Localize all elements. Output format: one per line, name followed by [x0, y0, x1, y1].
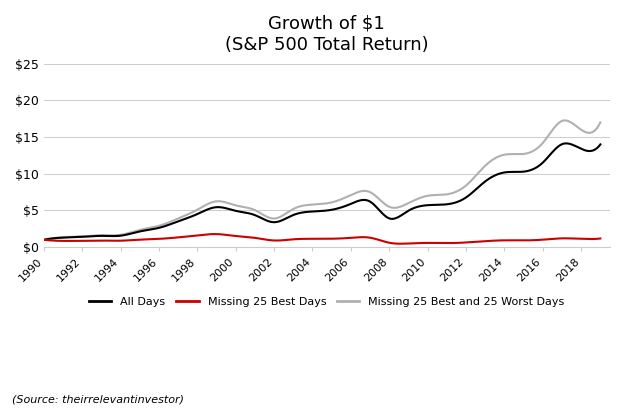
Text: (Source: theirrelevantinvestor): (Source: theirrelevantinvestor): [12, 395, 184, 405]
Title: Growth of $1
(S&P 500 Total Return): Growth of $1 (S&P 500 Total Return): [225, 15, 429, 54]
Legend: All Days, Missing 25 Best Days, Missing 25 Best and 25 Worst Days: All Days, Missing 25 Best Days, Missing …: [84, 292, 569, 311]
